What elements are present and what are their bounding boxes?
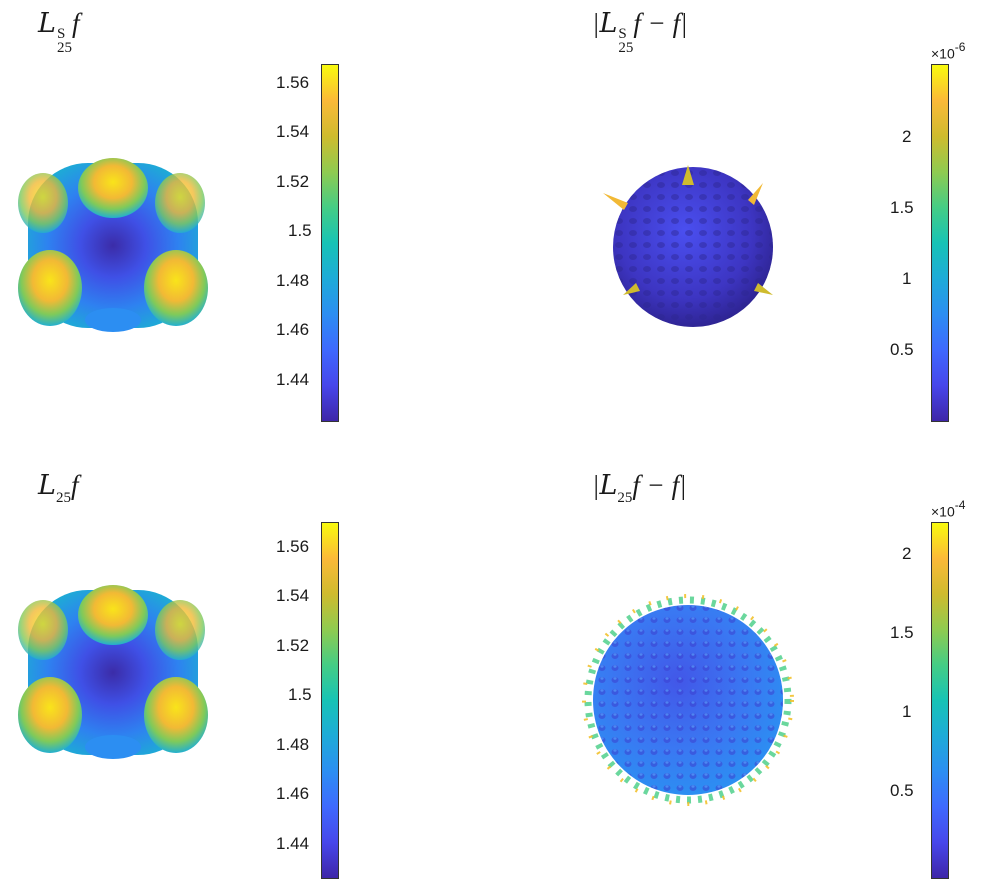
colorbar-tick-label: 1.46 <box>276 320 310 339</box>
colorbar-tick-label: 2 <box>902 127 912 146</box>
panel-top-left: L S 25 f 1.56 1.54 1.52 1.5 1.48 1.46 1.44 <box>0 0 400 430</box>
colorbar-exponent: ×10-6 <box>931 40 966 62</box>
panel-title: |L25f − f| <box>592 470 687 507</box>
colorbar-tick-label: 1.48 <box>276 735 310 754</box>
colorbar-tick-label: 1.5 <box>288 685 312 704</box>
panel-title: L S 25 f <box>38 8 80 56</box>
error-sphere-surface <box>603 165 773 327</box>
colorbar-tick-label: 1.46 <box>276 784 310 803</box>
colorbar-tick-label: 0.5 <box>890 781 914 800</box>
colorbar <box>931 64 949 422</box>
quasi-cube-surface <box>18 158 208 332</box>
colorbar-exponent: ×10-4 <box>931 498 966 520</box>
colorbar-tick-label: 1.56 <box>276 73 310 92</box>
error-sphere-surface <box>582 594 794 806</box>
colorbar-tick-label: 1.52 <box>276 636 310 655</box>
colorbar <box>931 522 949 879</box>
colorbar-tick-label: 1.54 <box>276 122 310 141</box>
colorbar-tick-label: 2 <box>902 544 912 563</box>
colorbar-tick-label: 1 <box>902 702 912 721</box>
panel-top-right: |L S 25 f − f| ×10-6 2 1.5 1 0.5 <box>540 0 991 430</box>
panel-title: L25f <box>38 470 79 507</box>
panel-title: |L S 25 f − f| <box>592 8 688 56</box>
colorbar-tick-label: 1 <box>902 269 912 288</box>
colorbar <box>321 64 339 422</box>
colorbar-tick-label: 1.44 <box>276 834 310 853</box>
quasi-cube-surface <box>18 585 208 759</box>
colorbar-tick-label: 1.56 <box>276 537 310 556</box>
colorbar-tick-label: 1.52 <box>276 172 310 191</box>
colorbar-tick-label: 1.5 <box>890 623 914 642</box>
panel-bottom-left: L25f 1.56 1.54 1.52 1.5 1.48 1.46 1.44 <box>0 460 400 879</box>
colorbar-tick-label: 1.44 <box>276 370 310 389</box>
panel-bottom-right: |L25f − f| ×10-4 2 1.5 1 0.5 <box>540 460 991 879</box>
colorbar-tick-label: 1.48 <box>276 271 310 290</box>
colorbar-tick-label: 1.5 <box>890 198 914 217</box>
colorbar-tick-label: 1.54 <box>276 586 310 605</box>
colorbar-tick-label: 0.5 <box>890 340 914 359</box>
colorbar-tick-label: 1.5 <box>288 221 312 240</box>
colorbar <box>321 522 339 879</box>
